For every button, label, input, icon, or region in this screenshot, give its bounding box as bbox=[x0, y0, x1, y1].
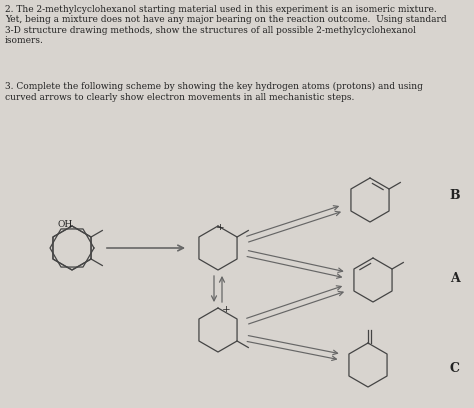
Text: OH: OH bbox=[58, 220, 73, 229]
Text: 2. The 2-methylcyclohexanol starting material used in this experiment is an isom: 2. The 2-methylcyclohexanol starting mat… bbox=[5, 5, 447, 45]
Text: C: C bbox=[450, 361, 460, 375]
Text: 3. Complete the following scheme by showing the key hydrogen atoms (protons) and: 3. Complete the following scheme by show… bbox=[5, 82, 423, 102]
Text: +: + bbox=[222, 305, 230, 314]
Text: A: A bbox=[450, 271, 460, 284]
Text: +: + bbox=[216, 223, 224, 232]
Text: B: B bbox=[450, 188, 460, 202]
